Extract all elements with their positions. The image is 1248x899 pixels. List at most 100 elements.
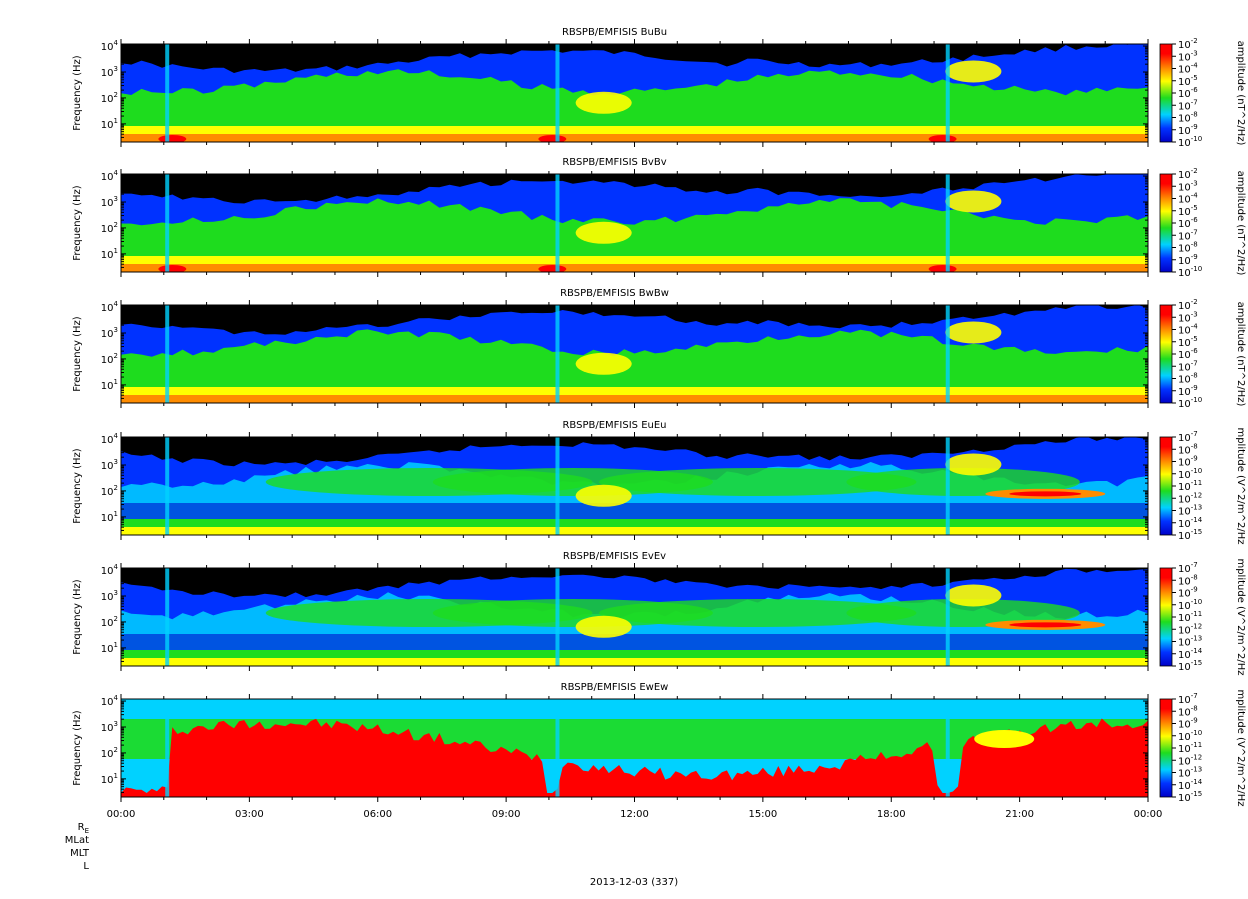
colorbar-tick-label: 10-4 — [1178, 192, 1198, 206]
colorbar-tick-label: 10-7 — [1178, 98, 1198, 112]
x-ticks — [120, 169, 1149, 277]
spectrogram-image — [121, 305, 1148, 403]
y-axis-label: Frequency (Hz) — [72, 710, 83, 786]
x-tick-label: 12:00 — [620, 809, 649, 820]
colorbar-tick-label: 10-14 — [1178, 516, 1203, 530]
colorbar-scale — [1159, 698, 1173, 798]
colorbar-tick-label: 10-13 — [1178, 504, 1202, 518]
colorbar-tick-label: 10-7 — [1178, 228, 1198, 242]
y-axis-label: Frequency (Hz) — [72, 185, 83, 261]
panel-5: RBSPB/EMFISIS EvEv 101 102 103 104 Frequency … — [72, 551, 1246, 676]
colorbar: 10-710-810-910-1010-1110-1210-1310-1410-… — [1159, 689, 1246, 807]
colorbar-tick-label: 10-2 — [1178, 167, 1198, 181]
y-tick-label: 102 — [101, 484, 118, 498]
colorbar-tick-label: 10-9 — [1178, 253, 1198, 267]
y-tick-label: 101 — [101, 510, 118, 524]
time-axis: 00:00 03:00 06:00 09:00 12:00 15:00 18:00 21:00… — [107, 809, 1163, 820]
colorbar-tick-label: 10-12 — [1178, 622, 1202, 636]
y-axis-label: Frequency (Hz) — [72, 316, 83, 392]
colorbar-scale — [1159, 304, 1173, 404]
x-ticks — [120, 563, 1149, 671]
colorbar-tick-label: 10-3 — [1178, 310, 1198, 324]
colorbar-label: mplitude (V^2/m^2/Hz — [1235, 558, 1246, 675]
x-tick-label: 00:00 — [107, 809, 136, 820]
colorbar-tick-label: 10-2 — [1178, 298, 1198, 312]
colorbar-tick-label: 10-10 — [1178, 396, 1202, 410]
y-axis-label: Frequency (Hz) — [72, 448, 83, 524]
colorbar: 10-210-310-410-510-610-710-810-910-10 amp… — [1159, 167, 1246, 279]
colorbar-tick-label: 10-10 — [1178, 598, 1202, 612]
y-tick-label: 102 — [101, 352, 118, 366]
spectrogram-image — [121, 568, 1148, 666]
ephemeris-label: MLT — [70, 848, 90, 859]
colorbar-tick-label: 10-15 — [1178, 528, 1202, 542]
colorbar-tick-label: 10-10 — [1178, 729, 1202, 743]
colorbar-tick-label: 10-13 — [1178, 635, 1202, 649]
colorbar-label: mplitude (V^2/m^2/Hz — [1235, 427, 1246, 544]
y-tick-label: 103 — [101, 195, 118, 209]
x-ticks — [120, 39, 1149, 147]
colorbar-tick-label: 10-8 — [1178, 372, 1198, 386]
panel-1: RBSPB/EMFISIS BuBu 101 102 103 104 Frequency … — [72, 27, 1246, 149]
x-tick-label: 18:00 — [877, 809, 906, 820]
colorbar-tick-label: 10-9 — [1178, 717, 1198, 731]
panel-title: RBSPB/EMFISIS EvEv — [563, 551, 666, 562]
colorbar-tick-label: 10-9 — [1178, 123, 1198, 137]
date-label: 2013-12-03 (337) — [590, 877, 678, 888]
ephemeris-label: MLat — [65, 835, 89, 846]
colorbar-tick-label: 10-11 — [1178, 479, 1202, 493]
y-axis: 101 102 103 104 — [101, 169, 1148, 273]
colorbar: 10-710-810-910-1010-1110-1210-1310-1410-… — [1159, 427, 1246, 545]
colorbar-tick-label: 10-6 — [1178, 347, 1198, 361]
y-tick-label: 101 — [101, 772, 118, 786]
spectrogram-image — [121, 437, 1148, 535]
y-tick-label: 104 — [101, 563, 119, 577]
colorbar-tick-label: 10-11 — [1178, 610, 1202, 624]
y-axis: 101 102 103 104 — [101, 39, 1148, 143]
ephemeris-label: RE — [78, 822, 89, 835]
colorbar-tick-label: 10-7 — [1178, 359, 1198, 373]
colorbar-tick-label: 10-10 — [1178, 467, 1202, 481]
y-tick-label: 104 — [101, 169, 119, 183]
panel-title: RBSPB/EMFISIS BuBu — [562, 27, 667, 38]
colorbar-tick-label: 10-12 — [1178, 491, 1202, 505]
y-tick-label: 102 — [101, 91, 118, 105]
colorbar-tick-label: 10-8 — [1178, 241, 1198, 255]
panel-title: RBSPB/EMFISIS BwBw — [560, 288, 669, 299]
x-tick-label: 09:00 — [492, 809, 521, 820]
colorbar-tick-label: 10-8 — [1178, 111, 1198, 125]
panel-2: RBSPB/EMFISIS BvBv 101 102 103 104 Frequency … — [72, 157, 1246, 279]
colorbar-tick-label: 10-7 — [1178, 430, 1198, 444]
colorbar-scale — [1159, 436, 1173, 536]
y-tick-label: 104 — [101, 300, 119, 314]
colorbar-tick-label: 10-7 — [1178, 692, 1198, 706]
y-axis-label: Frequency (Hz) — [72, 55, 83, 131]
colorbar-tick-label: 10-11 — [1178, 741, 1202, 755]
spectrogram-image — [121, 44, 1148, 142]
y-tick-label: 103 — [101, 589, 118, 603]
colorbar-scale — [1159, 173, 1173, 273]
colorbar-tick-label: 10-14 — [1178, 647, 1203, 661]
colorbar-tick-label: 10-6 — [1178, 86, 1198, 100]
y-tick-label: 103 — [101, 720, 118, 734]
y-tick-label: 104 — [101, 432, 119, 446]
panel-6: RBSPB/EMFISIS EwEw 101 102 103 104 Frequency … — [72, 682, 1246, 807]
panel-4: RBSPB/EMFISIS EuEu 101 102 103 104 Frequency … — [72, 420, 1246, 545]
y-tick-label: 103 — [101, 65, 118, 79]
colorbar-label: amplitude (nT^2/Hz) — [1235, 41, 1246, 146]
colorbar-tick-label: 10-3 — [1178, 179, 1198, 193]
colorbar: 10-210-310-410-510-610-710-810-910-10 amp… — [1159, 37, 1246, 149]
colorbar-tick-label: 10-2 — [1178, 37, 1198, 51]
y-tick-label: 101 — [101, 378, 118, 392]
spectrogram-image — [121, 699, 1148, 797]
x-tick-label: 06:00 — [363, 809, 392, 820]
colorbar-tick-label: 10-9 — [1178, 384, 1198, 398]
y-axis-label: Frequency (Hz) — [72, 579, 83, 655]
x-tick-label: 03:00 — [235, 809, 264, 820]
colorbar-tick-label: 10-10 — [1178, 135, 1202, 149]
colorbar: 10-710-810-910-1010-1110-1210-1310-1410-… — [1159, 558, 1246, 676]
y-tick-label: 102 — [101, 221, 118, 235]
colorbar-tick-label: 10-5 — [1178, 335, 1198, 349]
